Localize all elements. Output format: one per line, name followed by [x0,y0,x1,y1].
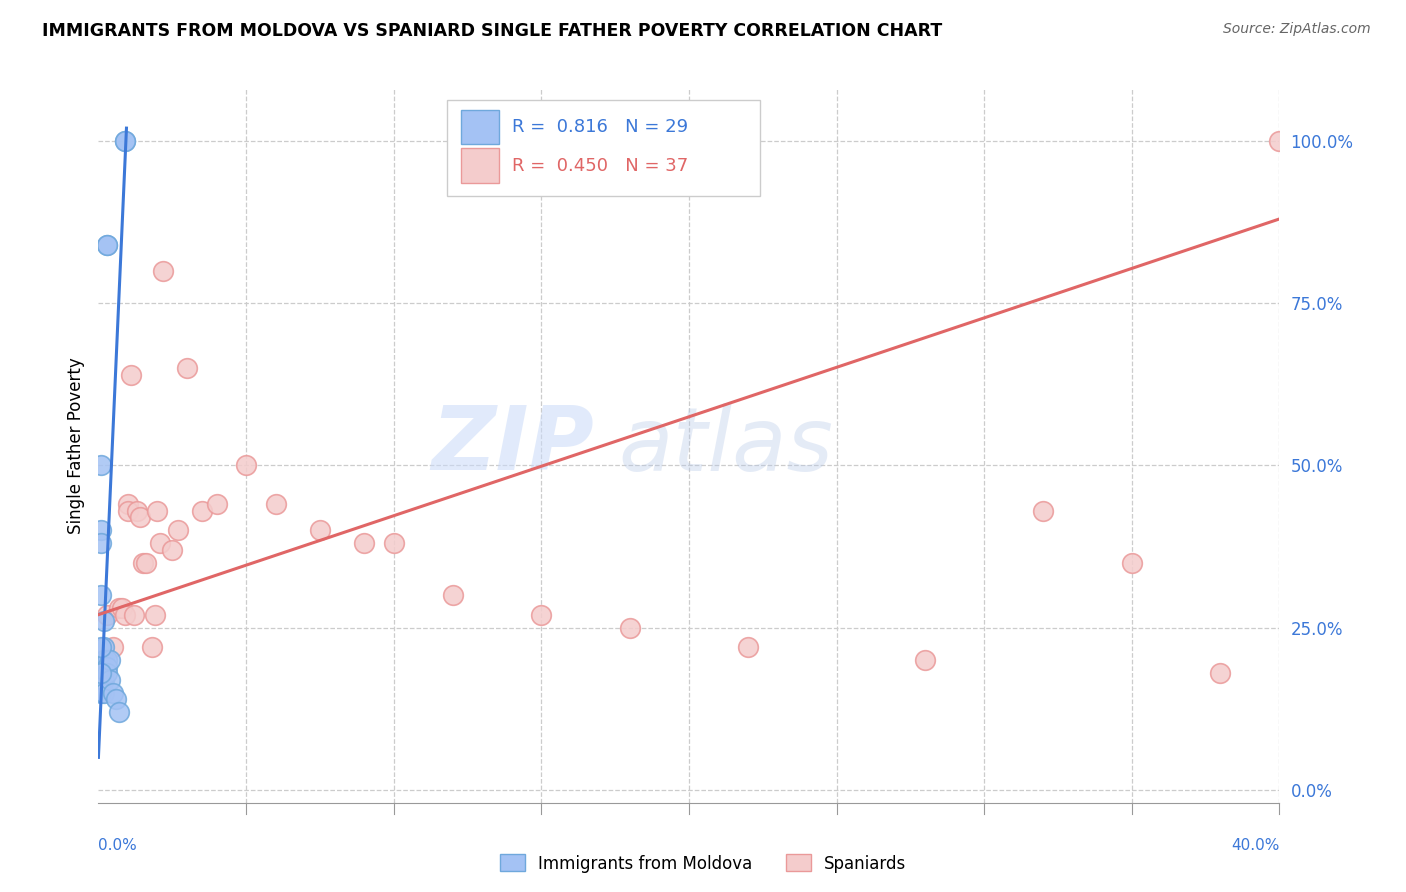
Point [108,705,131,719]
Point [90,536,112,550]
Point [162,542,183,557]
Point [93,653,115,667]
Point [152,264,174,278]
Text: ZIP: ZIP [432,402,595,490]
Point [90,653,112,667]
Point [117,497,139,511]
Point [128,510,150,524]
Point [96,607,118,622]
Text: Source: ZipAtlas.com: Source: ZipAtlas.com [1223,22,1371,37]
Y-axis label: Single Father Poverty: Single Father Poverty [66,358,84,534]
Point [143,607,166,622]
Point [90,524,112,538]
Point [149,536,172,550]
Point [353,536,375,550]
Point [98,653,121,667]
Point [135,556,157,570]
Point [146,504,169,518]
Text: R =  0.816   N = 29: R = 0.816 N = 29 [512,118,688,136]
Bar [461,110,499,145]
Text: IMMIGRANTS FROM MOLDOVA VS SPANIARD SINGLE FATHER POVERTY CORRELATION CHART: IMMIGRANTS FROM MOLDOVA VS SPANIARD SING… [42,22,942,40]
Point [93,673,115,687]
FancyBboxPatch shape [447,100,759,196]
Point [103,640,125,654]
Text: 40.0%: 40.0% [1232,838,1279,854]
Point [96,653,118,667]
Point [90,640,112,654]
Point [96,238,118,252]
Point [105,692,128,706]
Point [98,673,121,687]
Point [108,601,131,615]
Point [93,614,115,628]
Point [309,524,332,538]
Point [120,368,142,382]
Point [1209,666,1232,681]
Point [132,556,155,570]
Point [90,685,112,699]
Legend: Immigrants from Moldova, Spaniards: Immigrants from Moldova, Spaniards [494,847,912,880]
Point [1032,504,1054,518]
Point [90,673,112,687]
Point [1121,556,1143,570]
Point [176,361,198,376]
Point [93,659,115,673]
Text: 0.0%: 0.0% [98,838,138,854]
Point [93,685,115,699]
Point [167,524,190,538]
Point [235,458,257,473]
Point [90,666,112,681]
Point [114,607,136,622]
Point [737,640,759,654]
Point [382,536,405,550]
Point [96,666,118,681]
Point [90,458,112,473]
Point [619,621,641,635]
Point [96,659,118,673]
Point [111,601,134,615]
Point [264,497,287,511]
Point [90,666,112,681]
Point [93,640,115,654]
Point [96,238,118,252]
Point [90,588,112,602]
Text: atlas: atlas [619,403,832,489]
Point [90,659,112,673]
Point [530,607,553,622]
Point [117,504,139,518]
Point [205,497,228,511]
Point [914,653,936,667]
Point [141,640,163,654]
Point [114,134,136,148]
Point [1268,134,1291,148]
Text: R =  0.450   N = 37: R = 0.450 N = 37 [512,157,688,175]
Point [125,504,148,518]
Point [441,588,464,602]
Point [103,685,125,699]
Point [191,504,214,518]
Bar [461,148,499,183]
Point [114,134,136,148]
Point [122,607,145,622]
